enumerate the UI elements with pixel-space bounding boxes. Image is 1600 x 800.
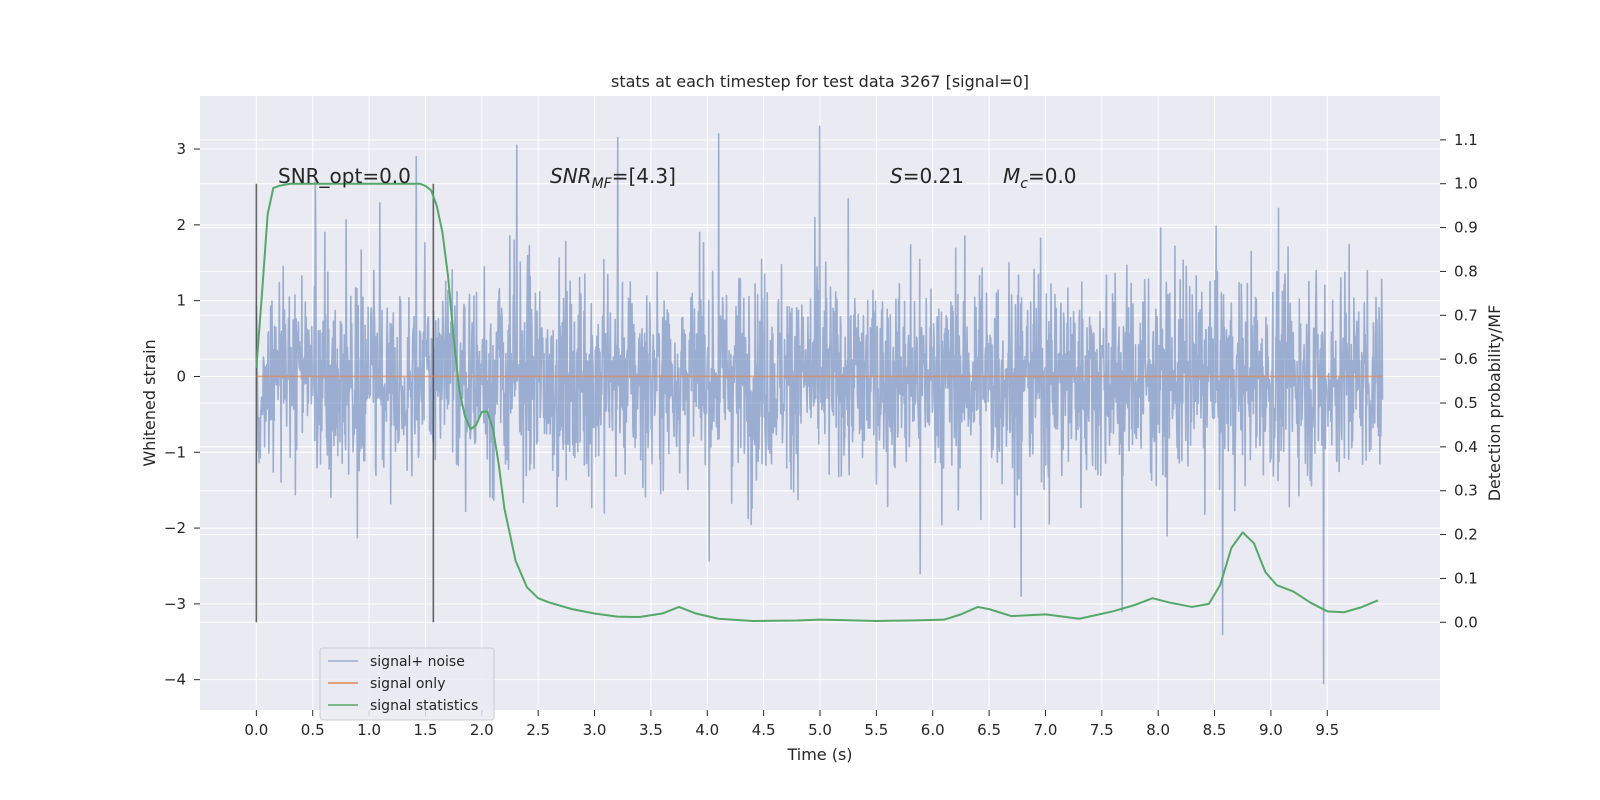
y-right-axis-ticks: 1.1 1.0 0.9 0.8 0.7 0.6 0.5 0.4 0.3 0.2 0.1 0.0 <box>1440 131 1478 631</box>
x-tick-label: 7.5 <box>1090 721 1114 739</box>
s-value: =0.21 <box>903 164 964 188</box>
legend-label-signal-only: signal only <box>370 676 445 692</box>
x-tick-label: 1.5 <box>414 721 438 739</box>
x-tick-label: 2.0 <box>470 721 494 739</box>
x-tick-label: 4.0 <box>695 721 719 739</box>
x-tick-label: 1.0 <box>357 721 381 739</box>
y-right-tick-label: 0.3 <box>1454 482 1478 500</box>
y-right-tick-label: 0.4 <box>1454 438 1478 456</box>
y-tick-label: −4 <box>164 671 186 689</box>
x-axis-label: Time (s) <box>786 745 852 764</box>
y-tick-label: 0 <box>176 367 186 385</box>
legend-label-signal-noise: signal+ noise <box>370 654 465 670</box>
x-tick-label: 5.0 <box>808 721 832 739</box>
y-right-tick-label: 1.0 <box>1454 175 1478 193</box>
x-tick-label: 5.5 <box>864 721 888 739</box>
mc-value: =0.0 <box>1028 164 1077 188</box>
x-axis-ticks: 0.0 0.5 1.0 1.5 2.0 2.5 3.0 3.5 4.0 4.5 5.0 5.5 6.0 6… <box>244 710 1339 739</box>
y-right-tick-label: 0.9 <box>1454 219 1478 237</box>
x-tick-label: 9.0 <box>1259 721 1283 739</box>
x-tick-label: 6.5 <box>977 721 1001 739</box>
x-tick-label: 9.5 <box>1315 721 1339 739</box>
vertical-markers <box>255 183 435 623</box>
y-tick-label: −3 <box>164 595 186 613</box>
y-tick-label: −2 <box>164 519 186 537</box>
x-tick-label: 6.0 <box>921 721 945 739</box>
x-tick-label: 7.0 <box>1034 721 1058 739</box>
mc-subscript: c <box>1020 176 1028 192</box>
signal-noise-series <box>255 125 1384 685</box>
y-right-axis-label: Detection probability/MF <box>1485 305 1504 502</box>
y-tick-label: 2 <box>176 216 186 234</box>
s-symbol: S <box>890 164 903 188</box>
mc-annotation: Mc=0.0 <box>1003 164 1077 192</box>
x-tick-label: 8.0 <box>1146 721 1170 739</box>
y-right-tick-label: 0.7 <box>1454 306 1478 324</box>
y-right-tick-label: 0.2 <box>1454 526 1478 544</box>
snr-mf-subscript: MF <box>592 176 613 192</box>
y-right-tick-label: 0.0 <box>1454 613 1478 631</box>
legend-label-signal-statistics: signal statistics <box>370 698 478 714</box>
signal-statistics-series <box>255 182 1379 622</box>
y-right-tick-label: 0.8 <box>1454 262 1478 280</box>
x-tick-label: 3.0 <box>583 721 607 739</box>
x-tick-label: 8.5 <box>1203 721 1227 739</box>
signal-statistics-line <box>255 182 1379 622</box>
y-right-tick-label: 0.5 <box>1454 394 1478 412</box>
y-axis-ticks: 3 2 1 0 −1 −2 −3 −4 <box>164 140 200 689</box>
snr-mf-annotation: SNRMF=[4.3] <box>550 164 676 192</box>
x-tick-label: 0.5 <box>301 721 325 739</box>
signal-noise-line <box>255 125 1384 685</box>
snr-mf-value: =[4.3] <box>612 164 676 188</box>
snr-mf-symbol: SNR <box>550 164 592 188</box>
y-right-tick-label: 0.6 <box>1454 350 1478 368</box>
y-axis-label: Whitened strain <box>140 339 159 466</box>
legend-box <box>319 647 495 721</box>
x-tick-label: 0.0 <box>244 721 268 739</box>
chart-title: stats at each timestep for test data 326… <box>611 72 1029 91</box>
x-tick-label: 3.5 <box>639 721 663 739</box>
y-tick-label: 1 <box>176 292 186 310</box>
y-right-tick-label: 0.1 <box>1454 569 1478 587</box>
s-annotation: S=0.21 <box>890 164 964 188</box>
x-tick-label: 4.5 <box>752 721 776 739</box>
y-tick-label: −1 <box>164 443 186 461</box>
snr-opt-annotation: SNR_opt=0.0 <box>278 164 411 188</box>
legend: signal+ noise signal only signal statist… <box>319 647 495 721</box>
y-tick-label: 3 <box>176 140 186 158</box>
y-right-tick-label: 1.1 <box>1454 131 1478 149</box>
mc-symbol: M <box>1003 164 1020 188</box>
x-tick-label: 2.5 <box>526 721 550 739</box>
